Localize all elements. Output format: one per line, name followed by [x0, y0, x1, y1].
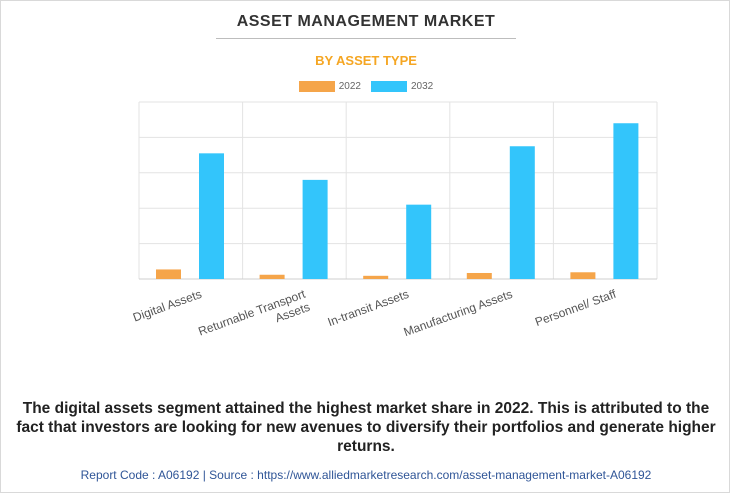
x-tick-label-line: In-transit Assets — [326, 287, 411, 329]
legend-label-2022: 2022 — [338, 81, 361, 92]
x-tick-label: Digital Assets — [131, 287, 203, 325]
bar-2022[interactable] — [466, 272, 492, 279]
bar-2032[interactable] — [302, 179, 328, 279]
legend-item-2032[interactable]: 2032 — [371, 81, 433, 92]
legend-label-2032: 2032 — [411, 81, 434, 92]
x-tick-label-line: Manufacturing Assets — [402, 287, 515, 339]
bar-2032[interactable] — [406, 204, 432, 279]
legend-item-2022[interactable]: 2022 — [298, 81, 361, 92]
x-tick-label-line: Personnel/ Staff — [533, 287, 618, 330]
x-tick-label: Returnable TransportAssets — [196, 287, 312, 352]
x-tick-label: Manufacturing Assets — [402, 287, 515, 339]
bar-2032[interactable] — [509, 146, 535, 279]
x-tick-label: Personnel/ Staff — [533, 287, 618, 330]
x-tick-label: In-transit Assets — [326, 287, 411, 329]
legend-swatch-2022 — [298, 81, 335, 92]
bar-2032[interactable] — [613, 123, 639, 280]
source-line[interactable]: Report Code : A06192 | Source : https://… — [80, 468, 652, 482]
bar-2022[interactable] — [363, 275, 389, 279]
x-tick-label-line: Digital Assets — [131, 287, 203, 325]
bar-2022[interactable] — [259, 274, 285, 279]
chart-subtitle: BY ASSET TYPE — [315, 53, 417, 68]
chart-caption: The digital assets segment attained the … — [16, 400, 716, 455]
title-divider — [216, 38, 516, 39]
bar-2022[interactable] — [156, 269, 181, 279]
legend-swatch-2032 — [371, 81, 407, 92]
bar-2032[interactable] — [199, 153, 224, 279]
bar-2022[interactable] — [570, 272, 596, 279]
legend: 2022 2032 — [1, 81, 730, 92]
chart-title: ASSET MANAGEMENT MARKET — [236, 13, 496, 30]
